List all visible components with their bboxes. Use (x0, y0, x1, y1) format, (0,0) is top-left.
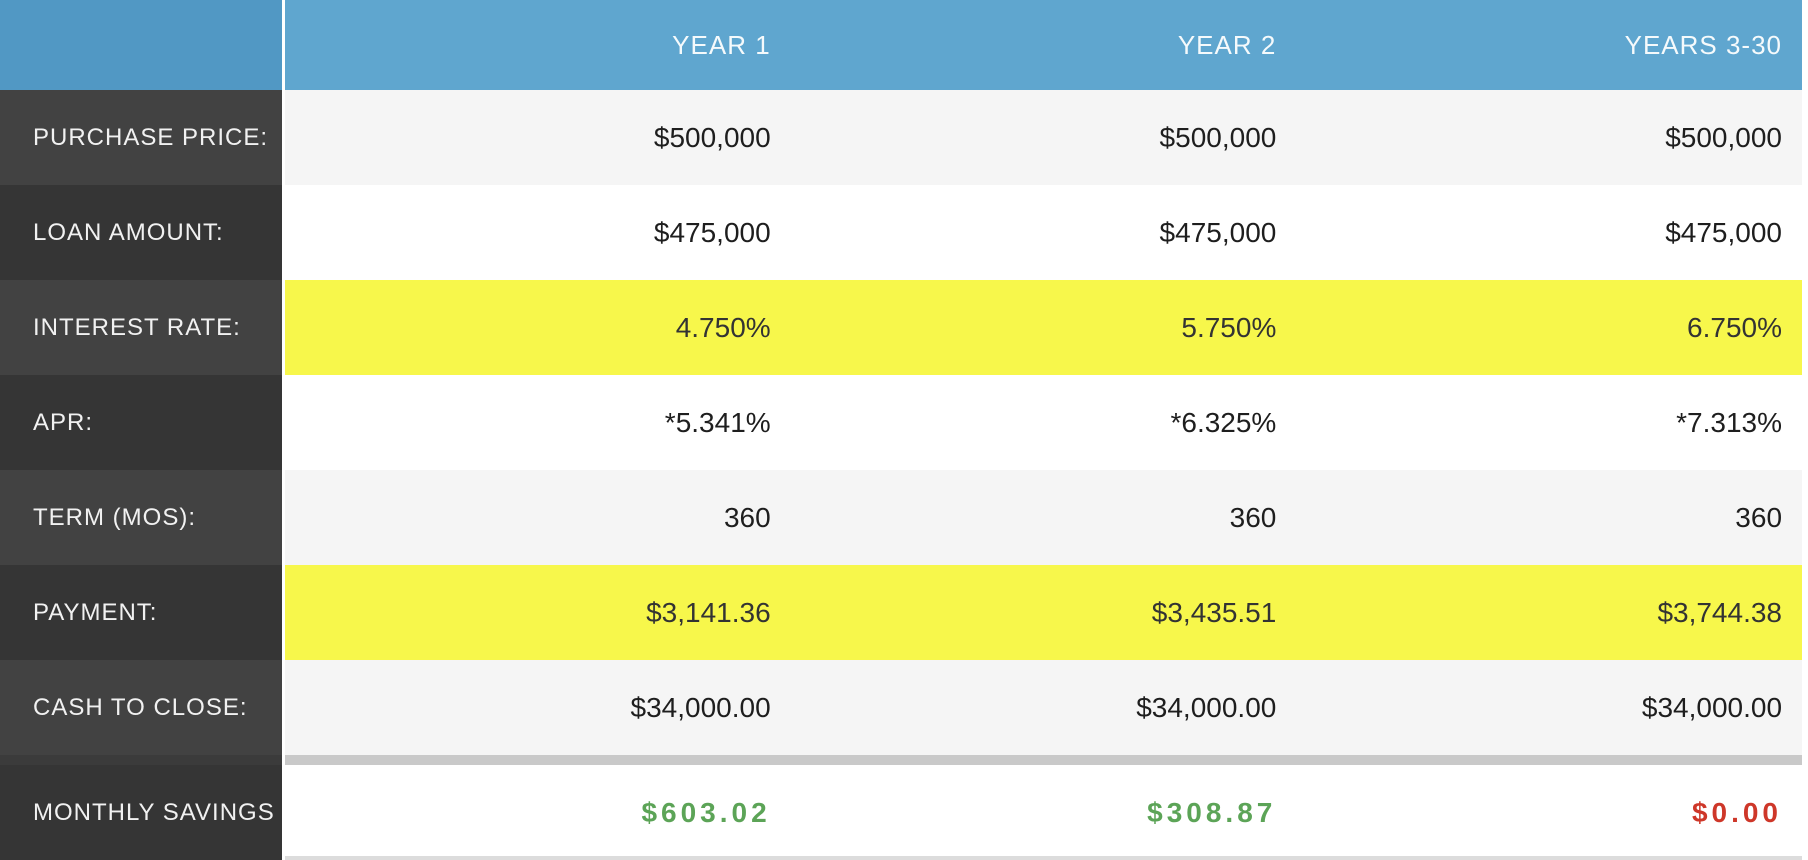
header-corner-cell (0, 0, 282, 90)
bottom-divider-edge (285, 856, 1802, 860)
table-row-interest-rate: INTEREST RATE: 4.750% 5.750% 6.750% (0, 280, 1802, 375)
row-label: LOAN AMOUNT: (0, 185, 282, 280)
cash-to-close-year2: $34,000.00 (1136, 691, 1277, 723)
row-label: MONTHLY SAVINGS (0, 765, 282, 860)
header-year2: YEAR 2 (1177, 29, 1277, 60)
payment-year2: $3,435.51 (1151, 596, 1277, 628)
row-label: INTEREST RATE: (0, 280, 282, 375)
term-years3-30: 360 (1735, 501, 1783, 533)
cash-to-close-years3-30: $34,000.00 (1641, 691, 1783, 723)
apr-year1: *5.341% (664, 406, 771, 438)
monthly-savings-years3-30: $0.00 (1691, 796, 1783, 828)
table-row-apr: APR: *5.341% *6.325% *7.313% (0, 375, 1802, 470)
payment-years3-30: $3,744.38 (1657, 596, 1783, 628)
header-years3-30: YEARS 3-30 (1624, 29, 1783, 60)
divider-bar (285, 755, 1802, 765)
apr-year2: *6.325% (1170, 406, 1277, 438)
table-header-row: YEAR 1 YEAR 2 YEARS 3-30 (0, 0, 1802, 90)
term-year2: 360 (1229, 501, 1277, 533)
loan-amount-year2: $475,000 (1159, 216, 1277, 248)
monthly-savings-year1: $603.02 (641, 796, 771, 828)
table-row-monthly-savings: MONTHLY SAVINGS $603.02 $308.87 $0.00 (0, 765, 1802, 860)
column-divider (282, 765, 285, 860)
column-divider (282, 470, 285, 565)
column-divider (282, 375, 285, 470)
interest-rate-year2: 5.750% (1181, 311, 1277, 343)
row-label: APR: (0, 375, 282, 470)
loan-amount-years3-30: $475,000 (1665, 216, 1783, 248)
divider-label-segment (0, 755, 282, 765)
row-label: CASH TO CLOSE: (0, 660, 282, 755)
column-divider (282, 755, 285, 765)
purchase-price-years3-30: $500,000 (1665, 121, 1783, 153)
column-divider (282, 660, 285, 755)
table-row-loan-amount: LOAN AMOUNT: $475,000 $475,000 $475,000 (0, 185, 1802, 280)
table-row-payment: PAYMENT: $3,141.36 $3,435.51 $3,744.38 (0, 565, 1802, 660)
purchase-price-year1: $500,000 (653, 121, 771, 153)
column-divider (282, 185, 285, 280)
column-divider (282, 280, 285, 375)
loan-amount-year1: $475,000 (653, 216, 771, 248)
table-row-cash-to-close: CASH TO CLOSE: $34,000.00 $34,000.00 $34… (0, 660, 1802, 755)
row-label: PURCHASE PRICE: (0, 90, 282, 185)
cash-to-close-year1: $34,000.00 (630, 691, 771, 723)
payment-year1: $3,141.36 (646, 596, 771, 628)
purchase-price-year2: $500,000 (1159, 121, 1277, 153)
row-label: TERM (MOS): (0, 470, 282, 565)
table-row-term: TERM (MOS): 360 360 360 (0, 470, 1802, 565)
row-label: PAYMENT: (0, 565, 282, 660)
column-divider (282, 565, 285, 660)
monthly-savings-year2: $308.87 (1147, 796, 1277, 828)
column-divider (282, 0, 285, 90)
summary-divider (0, 755, 1802, 765)
interest-rate-years3-30: 6.750% (1687, 311, 1783, 343)
table-row-purchase-price: PURCHASE PRICE: $500,000 $500,000 $500,0… (0, 90, 1802, 185)
apr-years3-30: *7.313% (1676, 406, 1783, 438)
term-year1: 360 (723, 501, 771, 533)
column-divider (282, 90, 285, 185)
interest-rate-year1: 4.750% (675, 311, 771, 343)
header-year1: YEAR 1 (672, 29, 771, 60)
